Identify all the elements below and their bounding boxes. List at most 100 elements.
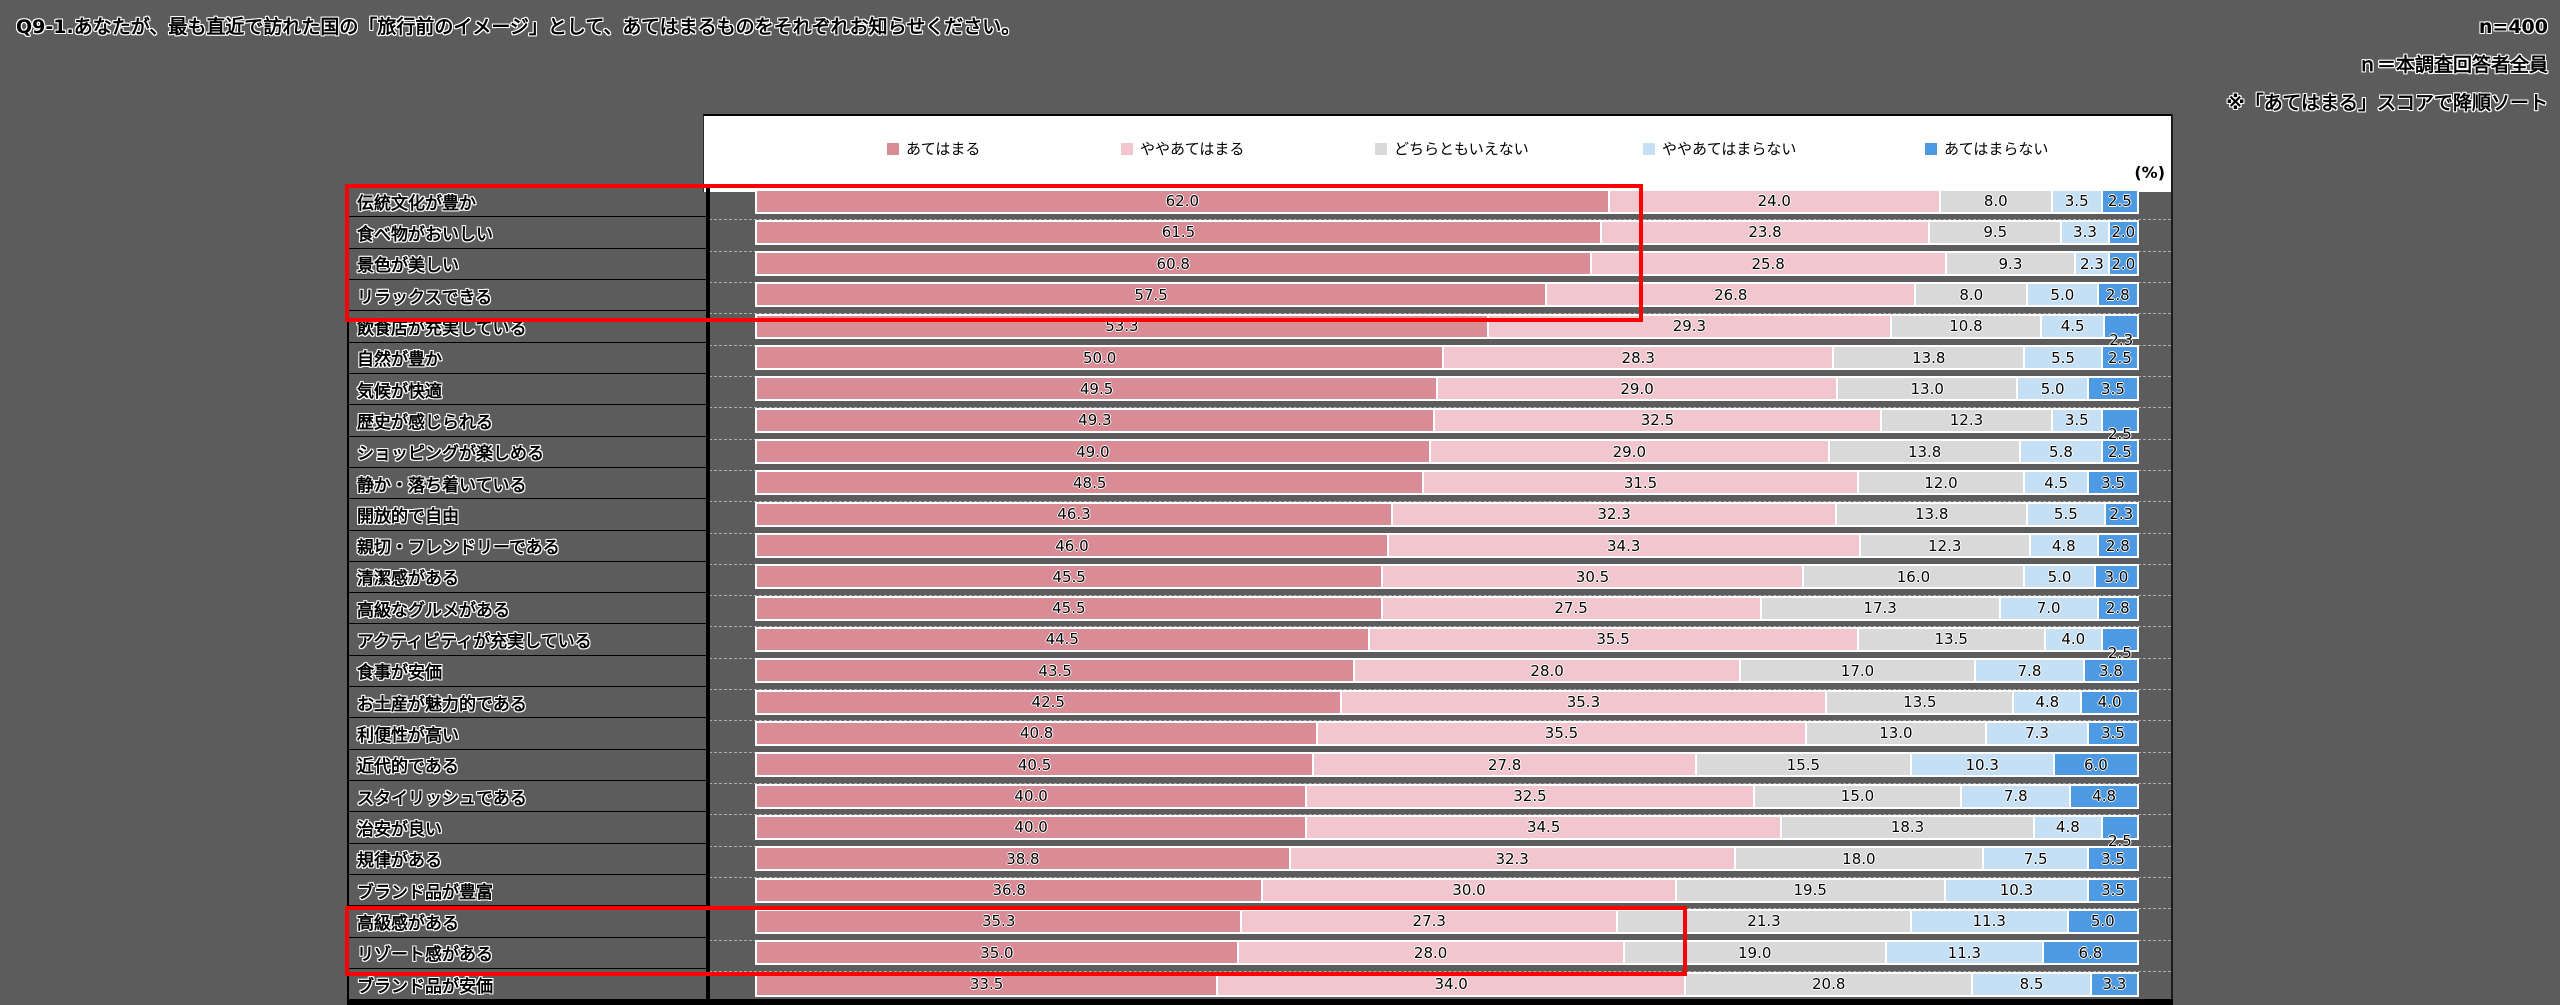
bar-segment-1: 36.8: [757, 879, 1262, 901]
bar-value-label: 12.3: [1928, 536, 1962, 555]
bar-segment-4: 5.0: [2028, 284, 2097, 306]
bar-value-label: 25.8: [1751, 254, 1785, 273]
bar-row: 45.5 27.5 17.3 7.0 2.8: [755, 595, 2139, 621]
legend-swatch-icon: [1643, 142, 1655, 155]
bar-segment-4: 7.3: [1986, 722, 2088, 744]
bar-segment-2: 26.8: [1547, 284, 1915, 306]
category-label-text: 規律がある: [357, 851, 442, 872]
bar-value-label: 7.3: [2025, 724, 2049, 743]
category-label-text: 歴史が感じられる: [357, 412, 493, 433]
bar-segment-1: 50.0: [757, 347, 1443, 369]
bar-segment-2: 29.0: [1430, 441, 1829, 463]
bar-segment-5: 6.0: [2054, 754, 2137, 776]
bar-segment-3: 13.0: [1838, 378, 2017, 400]
bar-segment-2: 29.0: [1438, 378, 1837, 400]
sample-info: n=400 ｎ＝本調査回答者全員 ※「あてはまる」スコアで降順ソート: [2226, 8, 2548, 122]
bar-segment-4: 7.5: [1984, 848, 2088, 870]
bar-segment-4: 4.8: [2034, 816, 2101, 838]
bar-segment-1: 49.5: [757, 378, 1437, 400]
bar-value-label: 8.0: [1959, 285, 1984, 304]
legend-swatch-icon: [1925, 142, 1937, 155]
bar-value-label: 26.8: [1714, 285, 1748, 304]
category-label: 歴史が感じられる: [349, 405, 706, 437]
bar-segment-2: 28.3: [1444, 347, 1833, 369]
bar-row: 45.5 30.5 16.0 5.0 3.0: [755, 564, 2139, 590]
bar-value-label: 48.5: [1073, 473, 1107, 492]
category-label: 静か・落ち着いている: [349, 468, 706, 500]
bar-row: 43.5 28.0 17.0 7.8 3.8: [755, 658, 2139, 684]
bar-segment-3: 17.0: [1741, 660, 1974, 682]
bar-segment-5: 2.5: [2102, 190, 2137, 212]
category-label-text: アクティビティが充実している: [357, 632, 592, 653]
bar-row: 40.0 34.5 18.3 4.8 2.5: [755, 814, 2139, 850]
bar-value-label: 34.5: [1526, 818, 1561, 837]
bar-value-label: 2.3: [2079, 254, 2104, 273]
bar-value-label: 10.8: [1949, 317, 1983, 336]
bar-value-label: 33.5: [969, 975, 1004, 993]
bar-segment-5: 2.8: [2098, 535, 2137, 557]
bar-value-label: 13.8: [1915, 505, 1949, 524]
bar-segment-5: 2.5: [2102, 441, 2137, 463]
bar-value-label: 60.8: [1156, 254, 1190, 273]
bar-segment-4: 11.3: [1886, 942, 2042, 964]
category-label: リゾート感がある: [349, 938, 706, 969]
bar-value-label: 57.5: [1134, 285, 1168, 304]
bar-segment-4: 7.0: [2000, 597, 2097, 619]
bar-value-label: 5.0: [2090, 912, 2115, 931]
bar-value-label: 40.5: [1017, 755, 1052, 774]
bar-value-label: 13.0: [1879, 724, 1913, 743]
bar-value-label: 13.8: [1907, 442, 1942, 461]
bar-value-label: 3.5: [2101, 881, 2125, 900]
legend-item-2: ややあてはまる: [1121, 138, 1244, 159]
bar-value-label: 28.0: [1530, 661, 1564, 680]
bar-value-label: 4.8: [2055, 818, 2080, 837]
legend-swatch-icon: [887, 142, 899, 155]
bar-segment-5: 2.5: [2102, 816, 2137, 850]
bar-segment-1: 40.8: [757, 722, 1317, 744]
bar-segment-2: 32.5: [1307, 785, 1753, 807]
bar-segment-2: 34.3: [1388, 535, 1859, 557]
bar-value-label: 19.5: [1793, 881, 1827, 900]
bar-row: 48.5 31.5 12.0 4.5 3.5: [755, 470, 2139, 496]
bar-value-label: 13.5: [1934, 630, 1968, 649]
bar-value-label: 10.3: [1999, 881, 2034, 900]
bar-segment-4: 4.8: [2014, 691, 2081, 713]
bar-row: 50.0 28.3 13.8 5.5 2.5: [755, 345, 2139, 371]
category-label: 高級なグルメがある: [349, 593, 706, 625]
legend-swatch-icon: [1375, 142, 1387, 155]
bar-segment-2: 32.5: [1434, 409, 1881, 431]
bar-value-label: 6.0: [2083, 755, 2108, 774]
bar-segment-1: 40.0: [757, 816, 1306, 838]
category-label-text: リゾート感がある: [357, 945, 493, 966]
bar-segment-4: 3.5: [2052, 190, 2101, 212]
bar-segment-3: 13.5: [1827, 691, 2013, 713]
bar-value-label: 28.3: [1621, 348, 1655, 367]
bar-segment-1: 57.5: [757, 284, 1546, 306]
bar-segment-5: 2.0: [2109, 221, 2137, 243]
bar-segment-3: 9.3: [1946, 253, 2075, 275]
bar-value-label: 5.8: [2049, 442, 2073, 461]
bar-value-label: 16.0: [1896, 567, 1931, 586]
category-label-text: 利便性が高い: [357, 726, 459, 747]
bar-value-label: 15.5: [1786, 755, 1821, 774]
bar-value-label: 27.8: [1487, 755, 1522, 774]
category-label: 親切・フレンドリーである: [349, 531, 706, 562]
bar-value-label: 3.5: [2101, 379, 2125, 398]
bar-segment-3: 18.0: [1735, 848, 1983, 870]
bar-segment-1: 49.0: [757, 441, 1429, 463]
bar-segment-5: 3.8: [2084, 660, 2137, 682]
category-label: 飲食店が充実している: [349, 311, 706, 343]
bar-row: 57.5 26.8 8.0 5.0 2.8: [755, 282, 2139, 308]
bar-value-label: 32.5: [1640, 411, 1675, 430]
bar-value-label: 2.5: [2107, 348, 2132, 367]
bar-row: 35.3 27.3 21.3 11.3 5.0: [755, 908, 2139, 934]
bar-segment-2: 35.5: [1369, 628, 1857, 650]
legend-item-1: あてはまる: [887, 138, 980, 159]
bar-value-label: 61.5: [1161, 223, 1196, 242]
bar-value-label: 32.3: [1495, 849, 1529, 868]
category-label: お土産が魅力的である: [349, 687, 706, 719]
bar-segment-2: 35.3: [1341, 691, 1826, 713]
bar-value-label: 3.0: [2104, 567, 2129, 586]
bar-value-label: 5.0: [2050, 285, 2075, 304]
